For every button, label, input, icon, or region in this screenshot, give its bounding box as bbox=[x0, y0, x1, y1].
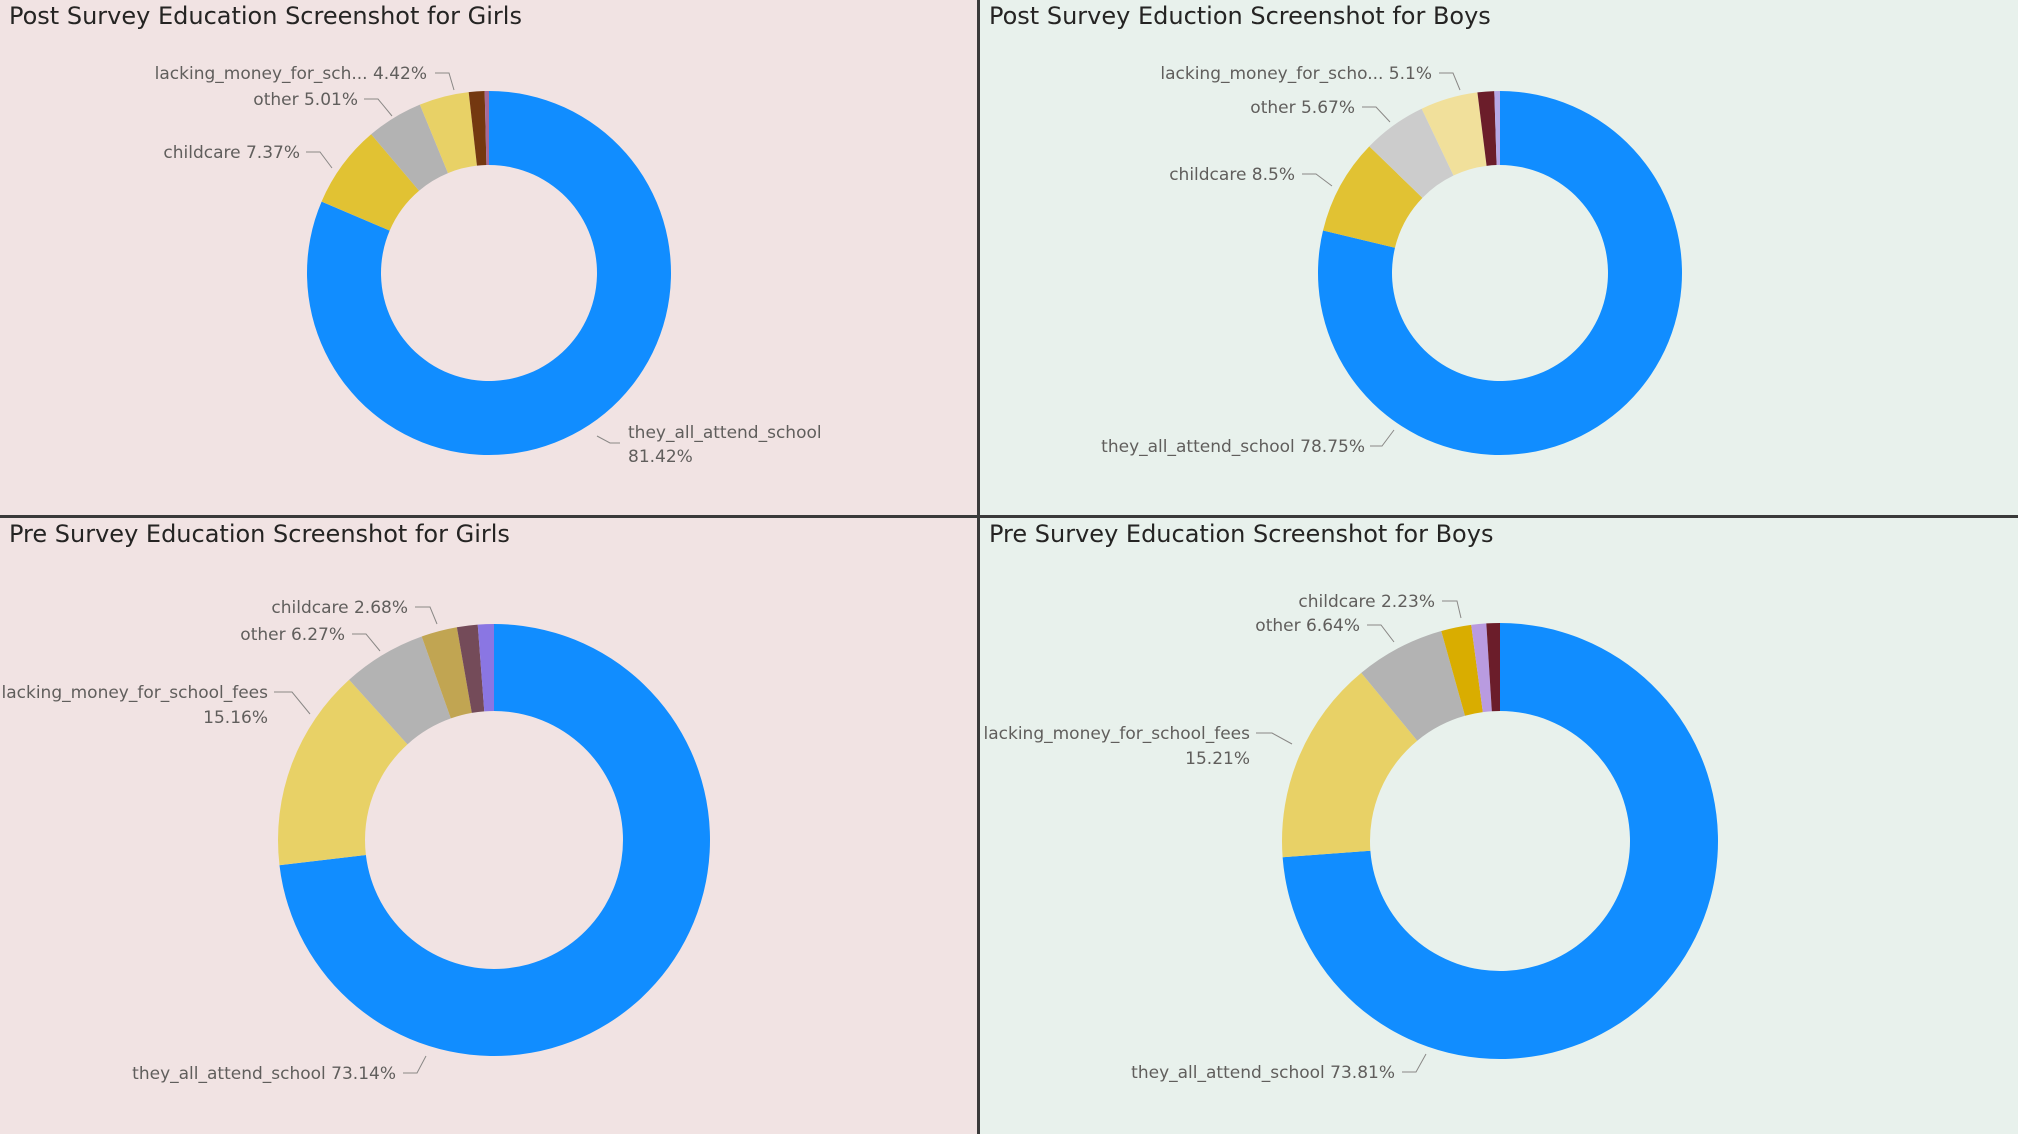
donut-slice-slice-5[interactable] bbox=[468, 91, 487, 166]
donut-chart-post-boys[interactable]: they_all_attend_school 78.75% childcare 8… bbox=[980, 0, 2018, 515]
donut-slice-other[interactable] bbox=[349, 636, 451, 745]
data-label-childcare: childcare 7.37% bbox=[163, 143, 300, 163]
donut-slice-lacking_money_for_school_fees[interactable] bbox=[1282, 672, 1418, 858]
label-leader-line bbox=[1362, 106, 1391, 123]
label-leader-line bbox=[1402, 1053, 1427, 1073]
donut-slice-they_all_attend_school[interactable] bbox=[1282, 623, 1718, 1059]
label-leader-line bbox=[1256, 732, 1293, 745]
label-leader-line bbox=[1302, 173, 1333, 187]
label-leader-line bbox=[403, 1055, 427, 1074]
donut-slice-childcare[interactable] bbox=[421, 627, 472, 719]
label-leader-line bbox=[415, 606, 438, 625]
data-label-childcare: childcare 8.5% bbox=[1169, 165, 1295, 185]
data-label-they_all_attend_school: they_all_attend_school 78.75% bbox=[1101, 437, 1365, 457]
chart-panel-pre-boys[interactable]: Pre Survey Education Screenshot for Boys… bbox=[980, 518, 2018, 1134]
data-label-other: other 6.64% bbox=[1255, 616, 1360, 636]
data-label-lacking_money_for_school_fees: lacking_money_for_school_fees bbox=[1, 683, 268, 703]
data-label-other: other 5.67% bbox=[1250, 98, 1355, 118]
data-label-lacking_money_for_school_fees: lacking_money_for_school_fees bbox=[983, 724, 1250, 744]
data-label-they_all_attend_school: they_all_attend_school bbox=[628, 423, 822, 443]
label-leader-line bbox=[596, 435, 620, 444]
chart-title: Post Survey Eduction Screenshot for Boys bbox=[989, 2, 1491, 30]
donut-slice-other[interactable] bbox=[1369, 108, 1454, 198]
data-label-childcare: childcare 2.68% bbox=[271, 598, 408, 618]
chart-panel-post-boys[interactable]: Post Survey Eduction Screenshot for Boys… bbox=[980, 0, 2018, 515]
donut-slice-other[interactable] bbox=[1361, 631, 1465, 741]
donut-slice-they_all_attend_school[interactable] bbox=[1318, 91, 1682, 455]
donut-slice-slice-6[interactable] bbox=[1486, 623, 1500, 712]
donut-slice-lacking_money_for_school_fees[interactable] bbox=[419, 92, 477, 174]
donut-chart-pre-girls[interactable]: they_all_attend_school 73.14% lacking_mon… bbox=[0, 518, 977, 1134]
donut-slice-slice-5[interactable] bbox=[1477, 91, 1497, 166]
label-leader-line bbox=[274, 691, 311, 715]
label-leader-line bbox=[352, 633, 381, 652]
donut-slice-lacking_money_for_school_fees[interactable] bbox=[1421, 92, 1487, 176]
chart-title: Pre Survey Education Screenshot for Boys bbox=[989, 520, 1494, 548]
donut-slice-they_all_attend_school[interactable] bbox=[279, 624, 711, 1056]
data-label-lacking_money_for_school_fees: lacking_money_for_scho... 5.1% bbox=[1160, 64, 1432, 84]
label-leader-line bbox=[1439, 72, 1461, 91]
data-label-they_all_attend_school: 81.42% bbox=[628, 447, 693, 467]
data-label-other: other 6.27% bbox=[240, 625, 345, 645]
label-leader-line bbox=[306, 151, 333, 169]
chart-title: Post Survey Education Screenshot for Gir… bbox=[9, 2, 522, 30]
donut-slice-slice-6[interactable] bbox=[1494, 91, 1500, 166]
label-leader-line bbox=[1370, 429, 1395, 447]
label-leader-line bbox=[435, 72, 455, 91]
donut-slice-slice-5[interactable] bbox=[456, 624, 485, 713]
data-label-lacking_money_for_school_fees: 15.21% bbox=[1185, 749, 1250, 769]
donut-slice-childcare[interactable] bbox=[1441, 624, 1483, 716]
donut-chart-pre-boys[interactable]: they_all_attend_school 73.81% lacking_mon… bbox=[980, 518, 2018, 1134]
data-label-they_all_attend_school: they_all_attend_school 73.14% bbox=[132, 1064, 396, 1084]
label-leader-line bbox=[1367, 624, 1395, 643]
label-leader-line bbox=[364, 98, 393, 117]
donut-slice-other[interactable] bbox=[371, 104, 448, 191]
chart-panel-pre-girls[interactable]: Pre Survey Education Screenshot for Girl… bbox=[0, 518, 977, 1134]
donut-slice-slice-6[interactable] bbox=[477, 624, 494, 712]
data-label-lacking_money_for_school_fees: lacking_money_for_sch... 4.42% bbox=[155, 64, 427, 84]
chart-title: Pre Survey Education Screenshot for Girl… bbox=[9, 520, 510, 548]
donut-chart-post-girls[interactable]: they_all_attend_school 81.42% childcare 7.… bbox=[0, 0, 977, 515]
donut-slice-childcare[interactable] bbox=[321, 134, 420, 231]
data-label-childcare: childcare 2.23% bbox=[1298, 592, 1435, 612]
donut-slice-they_all_attend_school[interactable] bbox=[306, 91, 671, 455]
donut-slice-childcare[interactable] bbox=[1323, 146, 1423, 248]
donut-slice-slice-6[interactable] bbox=[484, 91, 489, 166]
chart-panel-post-girls[interactable]: Post Survey Education Screenshot for Gir… bbox=[0, 0, 977, 515]
data-label-other: other 5.01% bbox=[253, 90, 358, 110]
data-label-they_all_attend_school: they_all_attend_school 73.81% bbox=[1131, 1063, 1395, 1083]
donut-slice-lacking_money_for_school_fees[interactable] bbox=[278, 679, 408, 866]
label-leader-line bbox=[1442, 600, 1462, 619]
donut-slice-slice-5[interactable] bbox=[1471, 623, 1492, 713]
data-label-lacking_money_for_school_fees: 15.16% bbox=[203, 708, 268, 728]
